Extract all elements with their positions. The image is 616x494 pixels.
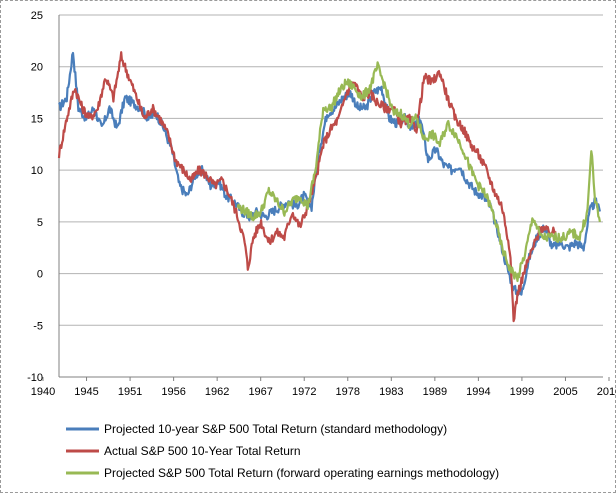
y-tick-label: -5 <box>33 320 43 332</box>
x-tick-label: 2010 <box>597 386 616 398</box>
plot-area <box>57 51 601 323</box>
x-tick-label: 2005 <box>553 386 577 398</box>
legend-label: Projected S&P 500 Total Return (forward … <box>104 466 499 480</box>
x-tick-label: 1983 <box>379 386 403 398</box>
x-tick-label: 1951 <box>118 386 142 398</box>
x-tick-label: 1945 <box>74 386 98 398</box>
x-tick-label: 1978 <box>336 386 360 398</box>
y-tick-label: 5 <box>37 217 43 229</box>
y-tick-label: 0 <box>37 269 43 281</box>
series-line-3 <box>236 61 601 283</box>
x-tick-label: 1940 <box>31 386 55 398</box>
y-tick-label: 10 <box>31 165 43 177</box>
x-tick-label: 1962 <box>205 386 229 398</box>
y-axis: 25 20 15 10 5 0 -5 -10 <box>27 10 60 384</box>
series-line-1 <box>58 51 601 297</box>
y-tick-label: 15 <box>31 113 43 125</box>
legend-label: Actual S&P 500 10-Year Total Return <box>104 444 301 458</box>
x-tick-label: 1994 <box>466 386 490 398</box>
x-tick-label: 1989 <box>423 386 447 398</box>
y-tick-label: -10 <box>27 372 43 384</box>
x-tick-label: 1956 <box>161 386 185 398</box>
gridlines <box>59 14 603 378</box>
x-tick-label: 1999 <box>510 386 534 398</box>
x-tick-label: 1967 <box>248 386 272 398</box>
x-tick-label: 1972 <box>292 386 316 398</box>
x-axis: 1940 1945 1951 1956 1962 1967 1972 1978 1983 1989… <box>31 376 616 398</box>
y-tick-label: 25 <box>31 10 43 22</box>
legend: Projected 10-year S&P 500 Total Return (… <box>66 422 499 480</box>
legend-label: Projected 10-year S&P 500 Total Return (… <box>104 422 447 436</box>
y-tick-label: 20 <box>31 62 43 74</box>
